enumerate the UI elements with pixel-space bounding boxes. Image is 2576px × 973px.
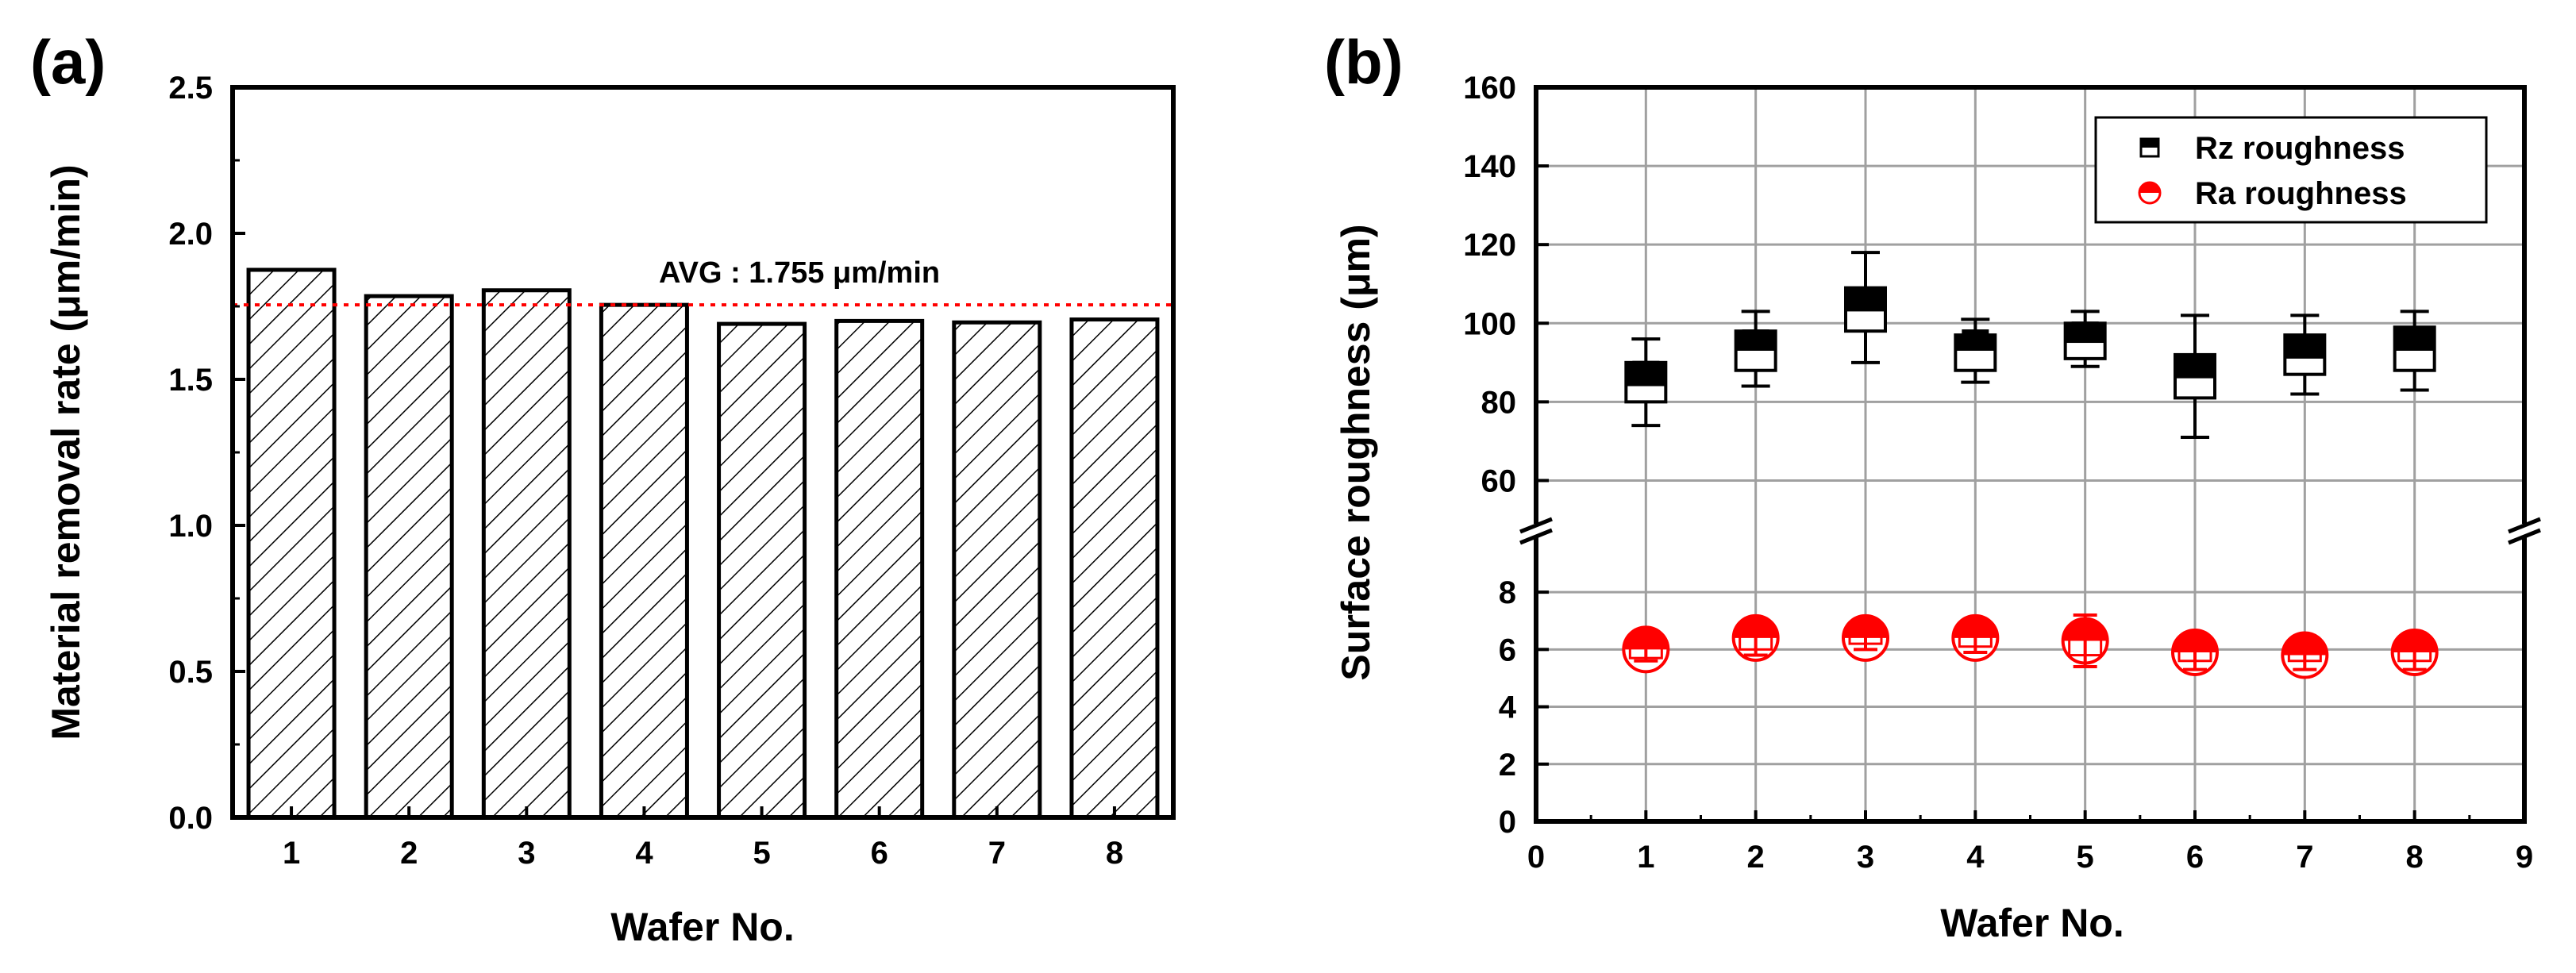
legend-ra-circle-fill: [2139, 183, 2160, 193]
x-axis-title-b: Wafer No.: [1940, 901, 2124, 945]
x-tick-label-a: 3: [518, 836, 535, 871]
y-tick-label-a: 2.0: [168, 217, 213, 252]
y-tick-label-b: 80: [1481, 385, 1517, 420]
ra-box: [1628, 642, 1663, 660]
legend-label-ra: Ra roughness: [2195, 176, 2407, 211]
y-tick-label-b: 4: [1499, 690, 1517, 725]
ra-box: [2177, 642, 2212, 663]
x-tick-label-b: 3: [1857, 840, 1874, 875]
y-tick-label-b: 160: [1463, 71, 1516, 106]
x-tick-label-b: 8: [2406, 840, 2424, 875]
rz-mean-marker: [2181, 356, 2208, 371]
x-tick-label-a: 2: [400, 836, 418, 871]
axis-break-mark-left: [1519, 517, 1553, 534]
bar-wafer-2: [364, 294, 454, 820]
y-tick-label-b: 6: [1499, 633, 1516, 667]
y-tick-label-b: 140: [1463, 149, 1516, 184]
legend: Rz roughness Ra roughness: [2094, 116, 2488, 224]
plot-frame-a: [230, 85, 1176, 820]
chart-b: (b) 0 1 2 3 4 5 6 7 8 9 0 2 4 6 8 60 80 100 120 140 160 Wafe…: [1324, 27, 2541, 945]
x-tick-label-a: 8: [1106, 836, 1123, 871]
panel-label-a: (a): [30, 27, 106, 97]
legend-marker-ra: [2138, 181, 2162, 205]
axis-break-mark-right: [2508, 528, 2541, 545]
x-tick-label-b: 5: [2077, 840, 2094, 875]
x-tick-label-b: 0: [1527, 840, 1545, 875]
y-tick-label-a: 0.0: [168, 801, 213, 836]
bar-wafer-4: [599, 302, 689, 820]
y-tick-label-b: 120: [1463, 228, 1516, 263]
ra-box: [1848, 631, 1883, 645]
x-tick-label-b: 2: [1747, 840, 1765, 875]
rz-mean-marker: [2071, 321, 2099, 336]
ra-box: [1739, 633, 1773, 651]
ra-box: [2397, 642, 2432, 663]
x-tick-label-a: 5: [753, 836, 770, 871]
x-tick-label-a: 1: [283, 836, 300, 871]
x-tick-label-b: 7: [2296, 840, 2313, 875]
y-tick-label-a: 0.5: [168, 655, 213, 690]
rz-mean-marker: [1742, 329, 1769, 344]
y-tick-label-b: 2: [1499, 748, 1516, 783]
y-tick-label-b: 100: [1463, 306, 1516, 341]
x-tick-label-b: 9: [2516, 840, 2533, 875]
x-tick-label-b: 6: [2186, 840, 2204, 875]
x-tick-label-a: 7: [988, 836, 1006, 871]
ra-box: [1958, 631, 1993, 648]
y-tick-label-a: 1.5: [168, 363, 213, 398]
x-axis-title-a: Wafer No.: [610, 905, 795, 949]
y-axis-title-a: Material removal rate (μm/min): [44, 164, 88, 740]
x-tick-label-a: 6: [871, 836, 888, 871]
axis-break-mark-right: [2508, 517, 2541, 534]
ra-box: [2287, 648, 2322, 663]
y-tick-label-a: 2.5: [168, 71, 213, 106]
rz-mean-marker: [2401, 329, 2428, 344]
legend-box: [2094, 116, 2488, 224]
axis-break-mark-left: [1519, 528, 1553, 545]
bar-wafer-7: [952, 320, 1042, 820]
bar-wafer-6: [834, 318, 925, 820]
legend-marker-rz: [2139, 137, 2160, 158]
y-tick-label-b: 8: [1499, 575, 1516, 610]
y-axis-title-b: Surface roughness (μm): [1334, 224, 1378, 680]
legend-rz-square-fill: [2141, 139, 2158, 148]
plot-frame-b: [1534, 85, 2527, 824]
legend-label-rz: Rz roughness: [2195, 131, 2405, 166]
y-tick-label-a: 1.0: [168, 509, 213, 544]
x-tick-label-a: 4: [635, 836, 653, 871]
rz-mean-marker: [1962, 329, 1989, 344]
bar-wafer-5: [717, 321, 807, 820]
x-tick-label-b: 4: [1966, 840, 1985, 875]
avg-label: AVG : 1.755 μm/min: [659, 256, 940, 290]
chart-a: (a) AVG : 1.755 μm/min 0.0 0.5 1.0 1.5 2.0 2.…: [30, 27, 1176, 949]
rz-mean-marker: [1632, 360, 1660, 375]
x-tick-label-b: 1: [1637, 840, 1654, 875]
rz-mean-marker: [2291, 337, 2319, 351]
bar-wafer-8: [1069, 317, 1160, 820]
y-tick-label-b: 0: [1499, 805, 1516, 840]
y-tick-label-b: 60: [1481, 463, 1517, 498]
panel-label-b: (b): [1324, 27, 1404, 97]
ra-box: [2068, 628, 2103, 657]
bar-wafer-3: [481, 288, 572, 820]
rz-mean-marker: [1852, 290, 1879, 304]
bar-wafer-1: [246, 267, 337, 820]
